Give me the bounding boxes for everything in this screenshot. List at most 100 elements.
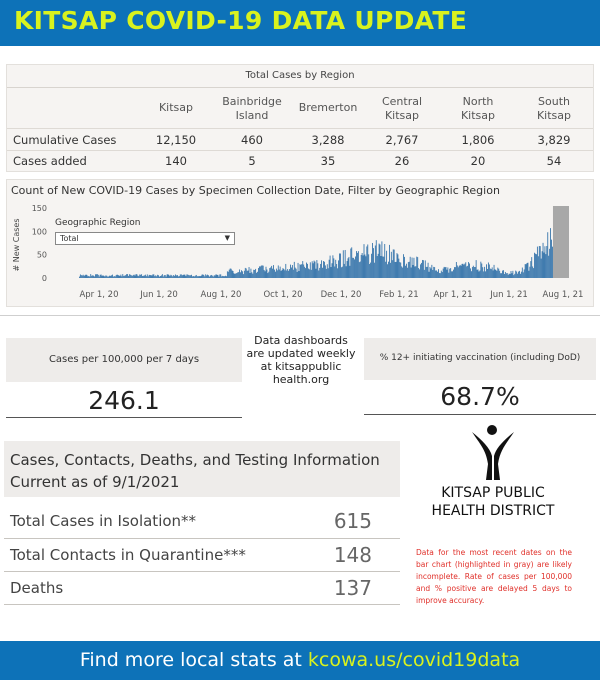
chart-bar xyxy=(487,268,488,278)
chart-bar xyxy=(146,274,148,278)
chart-bar xyxy=(500,273,502,278)
chart-bar xyxy=(502,270,503,278)
chart-bar xyxy=(214,275,216,278)
chart-bar xyxy=(92,275,94,278)
regions-table-title: Total Cases by Region xyxy=(245,70,355,81)
chart-bar xyxy=(536,254,537,278)
chart-bar xyxy=(179,274,181,278)
chart-bar xyxy=(119,275,121,278)
chart-bar xyxy=(447,267,449,278)
chart-bar xyxy=(405,265,406,278)
chart-bar xyxy=(515,270,517,278)
chart-bar xyxy=(371,253,372,278)
chart-bar xyxy=(503,273,505,278)
geographic-region-dropdown[interactable]: Total ▼ xyxy=(55,232,235,245)
chart-bar xyxy=(286,270,288,278)
chart-bar xyxy=(361,252,363,278)
chart-bar xyxy=(438,269,439,278)
chart-bar xyxy=(84,275,86,278)
chart-bar xyxy=(160,275,162,278)
chart-bar xyxy=(142,275,143,278)
chart-bar xyxy=(243,270,245,278)
chart-bar xyxy=(378,243,380,278)
chart-bar xyxy=(281,269,283,278)
chart-bar xyxy=(159,276,160,278)
chart-bar xyxy=(128,275,129,278)
chart-bar xyxy=(153,274,155,278)
chart-bar xyxy=(312,263,314,278)
chart-bar xyxy=(315,268,317,278)
chart-bar xyxy=(190,275,192,278)
chart-bar xyxy=(386,250,388,278)
chart-bar xyxy=(291,267,292,278)
section-divider xyxy=(0,315,600,316)
chart-bar xyxy=(330,267,332,278)
chart-bar xyxy=(246,270,248,278)
chart-bar xyxy=(108,276,110,278)
chart-bar xyxy=(453,269,454,278)
chart-bar xyxy=(524,264,526,278)
chart-bar xyxy=(403,254,405,278)
chart-bar xyxy=(538,246,540,278)
chart-bar xyxy=(492,270,494,278)
chart-bar xyxy=(122,274,124,278)
chart-bar xyxy=(257,271,258,278)
chart-bar xyxy=(113,276,115,278)
chart-bar xyxy=(254,269,256,278)
chart-bar xyxy=(379,244,381,278)
chart-bar xyxy=(548,255,550,278)
chart-bar xyxy=(304,266,306,278)
chart-bar xyxy=(303,264,305,278)
chart-bar xyxy=(527,262,529,278)
stats-link[interactable]: kcowa.us/covid19data xyxy=(307,649,521,671)
chart-bar xyxy=(487,262,489,278)
row-divider xyxy=(7,150,593,151)
chart-bar xyxy=(366,246,368,278)
chart-bar xyxy=(144,275,145,278)
chart-bar xyxy=(188,275,190,278)
chart-bar xyxy=(468,262,470,278)
chart-bar xyxy=(238,272,240,278)
chart-bar xyxy=(294,267,296,278)
chart-bar xyxy=(181,275,183,278)
chart-bar xyxy=(278,269,280,278)
deaths-label: Deaths xyxy=(10,579,64,597)
chart-bar xyxy=(476,269,478,278)
chart-bar xyxy=(436,270,437,278)
chart-bar xyxy=(209,276,210,278)
chart-bar xyxy=(472,265,474,278)
chart-bar xyxy=(97,274,99,278)
chart-bar xyxy=(446,269,448,278)
header-banner: KITSAP COVID-19 DATA UPDATE xyxy=(0,0,600,46)
chart-bar xyxy=(130,275,132,278)
chart-bar xyxy=(539,246,541,278)
chart-bar xyxy=(220,274,222,278)
chart-bar xyxy=(369,263,371,278)
chart-bar xyxy=(469,263,470,278)
chart-bar xyxy=(535,253,536,278)
chart-bar xyxy=(177,275,178,278)
chart-bar xyxy=(329,255,331,278)
chart-bar xyxy=(412,264,414,278)
chart-bar xyxy=(508,273,510,278)
column-header-bainbridge: Bainbridge Island xyxy=(222,95,282,122)
chart-bar xyxy=(242,274,244,278)
chart-bar xyxy=(404,256,405,278)
chart-bar xyxy=(81,275,83,278)
chart-bar xyxy=(467,265,469,278)
page-title: KITSAP COVID-19 DATA UPDATE xyxy=(14,6,468,35)
chart-bar xyxy=(263,269,265,278)
chart-bar xyxy=(462,263,464,278)
chart-bar xyxy=(434,267,436,278)
chart-bar xyxy=(432,269,434,278)
chart-bar xyxy=(299,264,301,278)
chart-bar xyxy=(191,274,192,278)
chart-bar xyxy=(466,266,468,278)
chart-bar xyxy=(95,274,97,278)
chart-bar xyxy=(295,268,297,278)
chart-bar xyxy=(89,276,91,278)
y-tick-label: 0 xyxy=(42,274,47,283)
chart-bar xyxy=(210,274,212,278)
chart-bar xyxy=(125,275,127,278)
chart-bar xyxy=(376,256,378,278)
